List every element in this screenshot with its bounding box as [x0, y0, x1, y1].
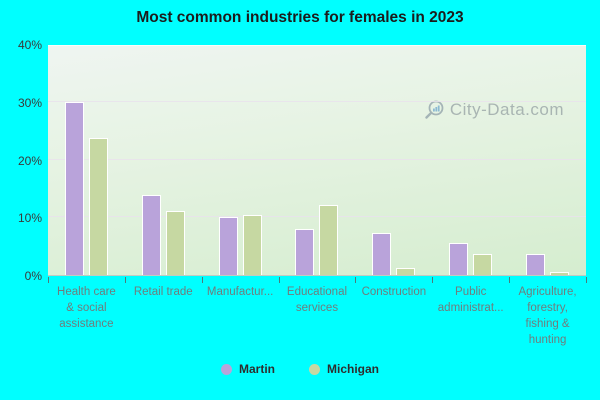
- gridline: [48, 216, 586, 218]
- x-axis-category-label: Manufactur...: [206, 286, 274, 298]
- bar-group: [202, 46, 279, 275]
- x-axis-category-label: Public administrat...: [437, 286, 504, 314]
- chart-title: Most common industries for females in 20…: [136, 9, 464, 26]
- y-axis-tick-label: 30%: [17, 95, 42, 110]
- y-axis-tick-label: 20%: [17, 153, 42, 168]
- bar-martin-5[interactable]: [372, 233, 392, 275]
- x-axis-tick: [509, 277, 511, 283]
- bar-michigan-1[interactable]: [88, 137, 108, 275]
- bar-martin-1[interactable]: [64, 101, 84, 275]
- bar-michigan-4[interactable]: [319, 204, 339, 275]
- bar-group: [48, 46, 125, 275]
- gridline: [48, 100, 586, 102]
- bar-group: [432, 46, 509, 275]
- legend-swatch-martin: [220, 363, 232, 375]
- bar-michigan-2[interactable]: [165, 211, 185, 275]
- bar-michigan-7[interactable]: [550, 271, 570, 275]
- y-axis-tick-label: 0%: [24, 269, 42, 283]
- bar-martin-2[interactable]: [141, 195, 161, 275]
- bar-michigan-3[interactable]: [242, 214, 262, 275]
- x-axis-tick: [278, 277, 280, 283]
- x-axis-tick: [124, 277, 126, 283]
- bar-martin-6[interactable]: [449, 243, 469, 275]
- x-axis-tick: [201, 277, 203, 283]
- x-axis-tick: [586, 277, 587, 283]
- x-axis-category-label: Educational services: [286, 286, 348, 314]
- bar-michigan-6[interactable]: [473, 254, 493, 275]
- bar-michigan-5[interactable]: [396, 267, 416, 275]
- bar-group: [125, 46, 202, 275]
- bar-martin-4[interactable]: [295, 228, 315, 275]
- bar-martin-3[interactable]: [218, 217, 238, 275]
- x-axis-category-label: Construction: [361, 286, 427, 298]
- bar-group: [355, 46, 432, 275]
- legend-item-michigan[interactable]: Michigan: [308, 362, 379, 376]
- y-axis-tick-label: 40%: [17, 38, 42, 52]
- x-axis-tick: [432, 277, 434, 283]
- legend: Martin Michigan: [0, 362, 600, 376]
- bar-group: [279, 46, 356, 275]
- x-axis-tick: [355, 277, 357, 283]
- legend-item-martin[interactable]: Martin: [220, 362, 275, 376]
- bar-group: [509, 46, 586, 275]
- y-axis-tick-label: 10%: [17, 211, 42, 226]
- legend-label-michigan: Michigan: [326, 362, 379, 376]
- x-axis-category-label: Health care & social assistance: [57, 286, 116, 330]
- watermark-text: City-Data.com: [449, 100, 564, 119]
- legend-label-martin: Martin: [238, 362, 275, 376]
- gridline: [48, 158, 586, 160]
- plot-area: City-Data.com: [48, 45, 586, 276]
- x-axis-category-label: Agriculture, forestry, fishing & hunting: [518, 286, 577, 346]
- bar-martin-7[interactable]: [526, 254, 546, 275]
- x-axis-category-label: Retail trade: [133, 286, 193, 298]
- x-axis-tick: [48, 277, 49, 283]
- legend-swatch-michigan: [308, 363, 320, 375]
